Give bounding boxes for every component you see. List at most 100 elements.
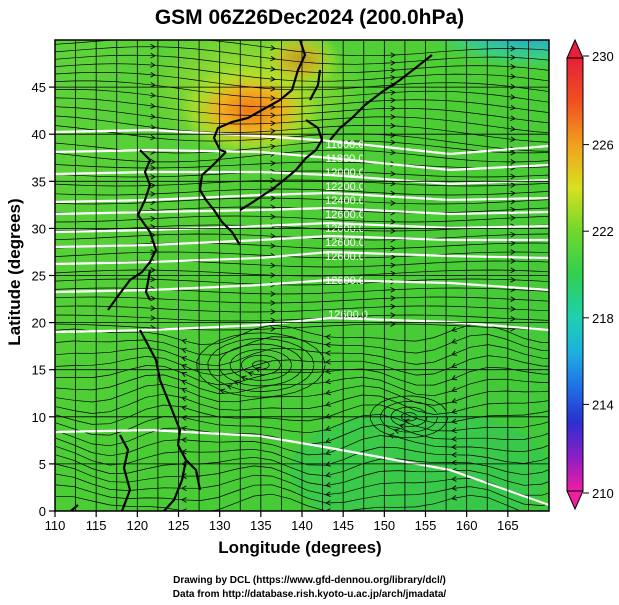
streamline — [55, 188, 549, 196]
y-tick-label: 20 — [32, 316, 46, 331]
colorbar-label: 226 — [592, 138, 614, 153]
contour-label: 12400.0 — [325, 195, 365, 207]
streamline — [55, 463, 549, 486]
streamline — [55, 278, 549, 286]
streamline — [55, 413, 549, 436]
colorbar-scale — [566, 57, 584, 492]
x-tick-label: 140 — [291, 518, 313, 533]
streamline — [55, 374, 549, 397]
lat-lon-grid — [55, 40, 549, 511]
contour-label: 12600.0 — [325, 223, 365, 235]
streamline — [55, 54, 549, 74]
streamline — [55, 446, 549, 466]
streamline — [55, 97, 549, 124]
streamline — [380, 401, 438, 433]
y-tick-label: 25 — [32, 269, 46, 284]
contour-label: 12600.0 — [325, 251, 365, 263]
streamline — [218, 343, 304, 387]
streamline — [55, 484, 549, 506]
y-axis-label: Latitude (degrees) — [5, 198, 24, 346]
streamline — [55, 89, 549, 114]
streamline — [400, 412, 418, 422]
y-tick-label: 30 — [32, 221, 46, 236]
y-tick-label: 5 — [39, 457, 46, 472]
streamline — [55, 314, 549, 322]
streamline — [390, 406, 428, 427]
credit-drawing: Drawing by DCL (https://www.gfd-dennou.o… — [173, 575, 446, 586]
x-tick-label: 155 — [415, 518, 437, 533]
y-tick-label: 35 — [32, 174, 46, 189]
colorbar-label: 230 — [592, 49, 614, 64]
contour-label: 12200.0 — [325, 181, 365, 193]
streamline — [55, 63, 549, 82]
streamline — [55, 125, 549, 152]
streamline — [55, 323, 549, 331]
streamline — [252, 360, 270, 370]
x-axis-label: Longitude (degrees) — [218, 538, 382, 557]
streamline — [55, 71, 549, 92]
contour-label: 12000.0 — [325, 167, 365, 179]
temperature-field: 11600.0 11800.0 12000.0 12200.0 12400.0 12600… — [55, 40, 549, 511]
streamline — [229, 349, 292, 381]
colorbar-top-arrow — [566, 38, 584, 59]
streamline — [370, 395, 449, 439]
streamline — [55, 215, 549, 223]
coastline — [69, 40, 433, 511]
streamline — [55, 355, 549, 377]
streamline — [55, 435, 549, 457]
streamline — [55, 197, 549, 205]
streamline — [55, 493, 522, 511]
x-tick-label: 110 — [45, 518, 66, 533]
streamline — [56, 365, 549, 386]
streamline — [55, 149, 549, 163]
colorbar: 230 226 222 218 214 210 — [566, 38, 614, 511]
colorbar-ticks: 230 226 222 218 214 210 — [583, 49, 614, 501]
y-tick-label: 40 — [32, 127, 46, 142]
y-tick-label: 10 — [32, 410, 46, 425]
x-tick-label: 120 — [126, 518, 148, 533]
streamline — [55, 242, 549, 250]
streamline — [55, 404, 549, 425]
x-tick-label: 150 — [373, 518, 395, 533]
colorbar-label: 214 — [592, 397, 614, 412]
colorbar-label: 218 — [592, 311, 614, 326]
streamline — [196, 332, 326, 398]
streamline — [55, 287, 549, 295]
x-tick-label: 145 — [332, 518, 354, 533]
y-tick-label: 45 — [32, 80, 46, 95]
streamline — [55, 383, 549, 406]
colorbar-bottom-arrow — [566, 490, 584, 511]
streamline — [55, 46, 549, 65]
contour-label: 12600.0 — [325, 275, 365, 287]
streamline — [55, 296, 549, 304]
credit-data: Data from http://database.rish.kyoto-u.a… — [172, 589, 447, 600]
streamline — [55, 251, 549, 259]
x-tick-label: 165 — [497, 518, 519, 533]
streamline — [55, 161, 549, 169]
streamline — [55, 393, 549, 415]
x-tick-label: 135 — [250, 518, 272, 533]
streamline — [55, 344, 549, 367]
x-tick-label: 115 — [86, 518, 107, 533]
contour-label: 12600.0 — [325, 237, 365, 249]
x-tick-label: 160 — [456, 518, 478, 533]
y-tick-label: 15 — [32, 363, 46, 378]
x-axis-ticks: 110 115 120 125 130 135 140 145 150 155 160 165 — [45, 511, 519, 533]
streamline — [55, 179, 549, 187]
streamline — [55, 80, 549, 103]
y-axis-ticks: 0 5 10 15 20 25 30 35 40 45 — [32, 80, 55, 519]
contour-label: 11600.0 — [326, 139, 365, 151]
streamline — [55, 334, 549, 356]
contour-label: 12600.0 — [325, 209, 365, 221]
streamline — [55, 106, 549, 134]
x-tick-label: 125 — [168, 518, 190, 533]
colorbar-label: 222 — [592, 224, 614, 239]
streamline — [55, 170, 549, 178]
x-tick-label: 130 — [209, 518, 231, 533]
streamline — [55, 305, 549, 313]
contour-label: 11800.0 — [326, 153, 365, 165]
colorbar-label: 210 — [592, 486, 614, 501]
streamline — [207, 338, 315, 392]
y-tick-label: 0 — [39, 504, 46, 519]
